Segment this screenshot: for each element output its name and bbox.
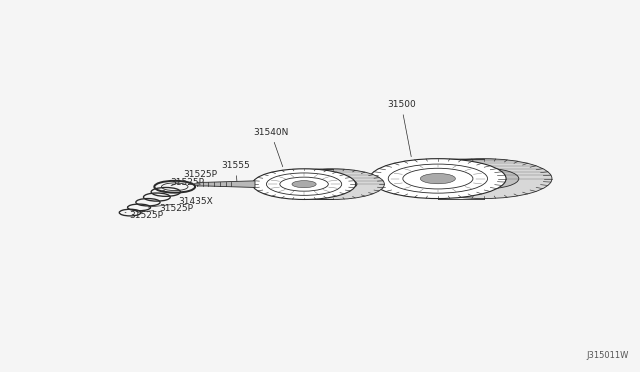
Text: 31525P: 31525P — [138, 203, 193, 213]
Ellipse shape — [252, 169, 356, 199]
Ellipse shape — [449, 168, 519, 189]
Ellipse shape — [281, 169, 385, 199]
Ellipse shape — [415, 159, 552, 199]
Ellipse shape — [266, 173, 342, 195]
Text: 31500: 31500 — [387, 100, 415, 157]
Text: 31555: 31555 — [221, 161, 250, 182]
Text: J315011W: J315011W — [587, 350, 629, 359]
Ellipse shape — [388, 164, 488, 193]
Ellipse shape — [280, 177, 328, 191]
Polygon shape — [197, 181, 255, 187]
Ellipse shape — [194, 183, 200, 185]
Text: 31435X: 31435X — [148, 198, 213, 207]
Text: 31525P: 31525P — [162, 178, 204, 191]
Ellipse shape — [308, 177, 357, 191]
Text: 31525P: 31525P — [171, 170, 217, 186]
Ellipse shape — [370, 159, 506, 199]
Ellipse shape — [420, 173, 456, 184]
Text: 31525P: 31525P — [125, 211, 163, 220]
Ellipse shape — [403, 168, 473, 189]
Text: 31540N: 31540N — [253, 128, 289, 167]
Ellipse shape — [292, 181, 316, 187]
